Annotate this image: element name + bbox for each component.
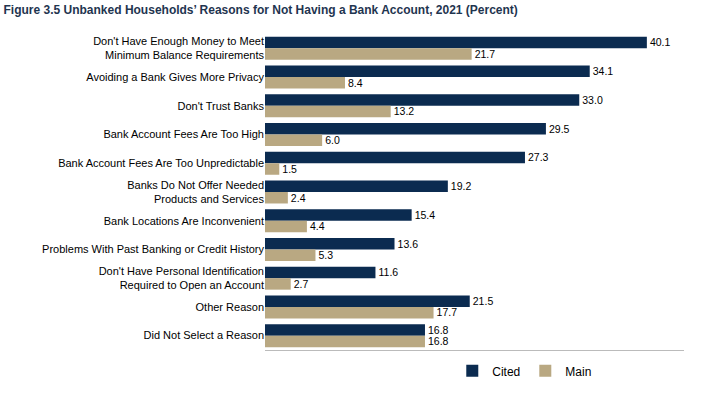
- svg-text:Cited: Cited: [492, 365, 520, 379]
- svg-text:Don't Have Personal Identifica: Don't Have Personal IdentificationRequir…: [99, 265, 264, 291]
- svg-text:2.4: 2.4: [291, 192, 306, 204]
- svg-text:34.1: 34.1: [593, 65, 614, 77]
- svg-text:Main: Main: [565, 365, 591, 379]
- svg-text:Did Not Select a Reason: Did Not Select a Reason: [144, 329, 264, 341]
- svg-text:19.2: 19.2: [451, 180, 472, 192]
- svg-text:Bank Account Fees Are Too High: Bank Account Fees Are Too High: [103, 128, 264, 140]
- svg-text:1.5: 1.5: [282, 163, 297, 175]
- svg-text:21.7: 21.7: [475, 48, 496, 60]
- svg-text:Don't Trust Banks: Don't Trust Banks: [178, 100, 265, 112]
- svg-text:5.3: 5.3: [318, 249, 333, 261]
- svg-text:21.5: 21.5: [473, 295, 494, 307]
- svg-text:13.2: 13.2: [394, 105, 415, 117]
- svg-text:16.8: 16.8: [428, 335, 449, 347]
- svg-text:11.6: 11.6: [378, 266, 398, 278]
- svg-text:40.1: 40.1: [650, 36, 671, 48]
- svg-text:Bank Locations Are Inconvenien: Bank Locations Are Inconvenient: [104, 215, 264, 227]
- svg-text:15.4: 15.4: [415, 209, 436, 221]
- svg-text:8.4: 8.4: [348, 77, 363, 89]
- svg-text:16.8: 16.8: [428, 324, 449, 336]
- svg-text:33.0: 33.0: [582, 94, 603, 106]
- svg-text:Bank Account Fees Are Too Unpr: Bank Account Fees Are Too Unpredictable: [58, 157, 264, 169]
- svg-text:2.7: 2.7: [294, 278, 309, 290]
- svg-text:Other Reason: Other Reason: [196, 301, 264, 313]
- svg-text:27.3: 27.3: [528, 151, 549, 163]
- svg-text:17.7: 17.7: [437, 306, 458, 318]
- svg-text:4.4: 4.4: [310, 220, 325, 232]
- svg-text:6.0: 6.0: [325, 134, 340, 146]
- svg-text:Don't Have Enough Money to Mee: Don't Have Enough Money to MeetMinimum B…: [93, 35, 264, 61]
- svg-text:Figure 3.5 Unbanked Households: Figure 3.5 Unbanked Households’ Reasons …: [4, 3, 518, 17]
- svg-text:29.5: 29.5: [549, 123, 570, 135]
- svg-text:Avoiding a Bank Gives More Pri: Avoiding a Bank Gives More Privacy: [86, 71, 264, 83]
- svg-text:Problems With Past Banking or: Problems With Past Banking or Credit His…: [42, 243, 264, 255]
- svg-text:Banks Do Not Offer NeededProdu: Banks Do Not Offer NeededProducts and Se…: [127, 179, 264, 205]
- svg-text:13.6: 13.6: [398, 238, 419, 250]
